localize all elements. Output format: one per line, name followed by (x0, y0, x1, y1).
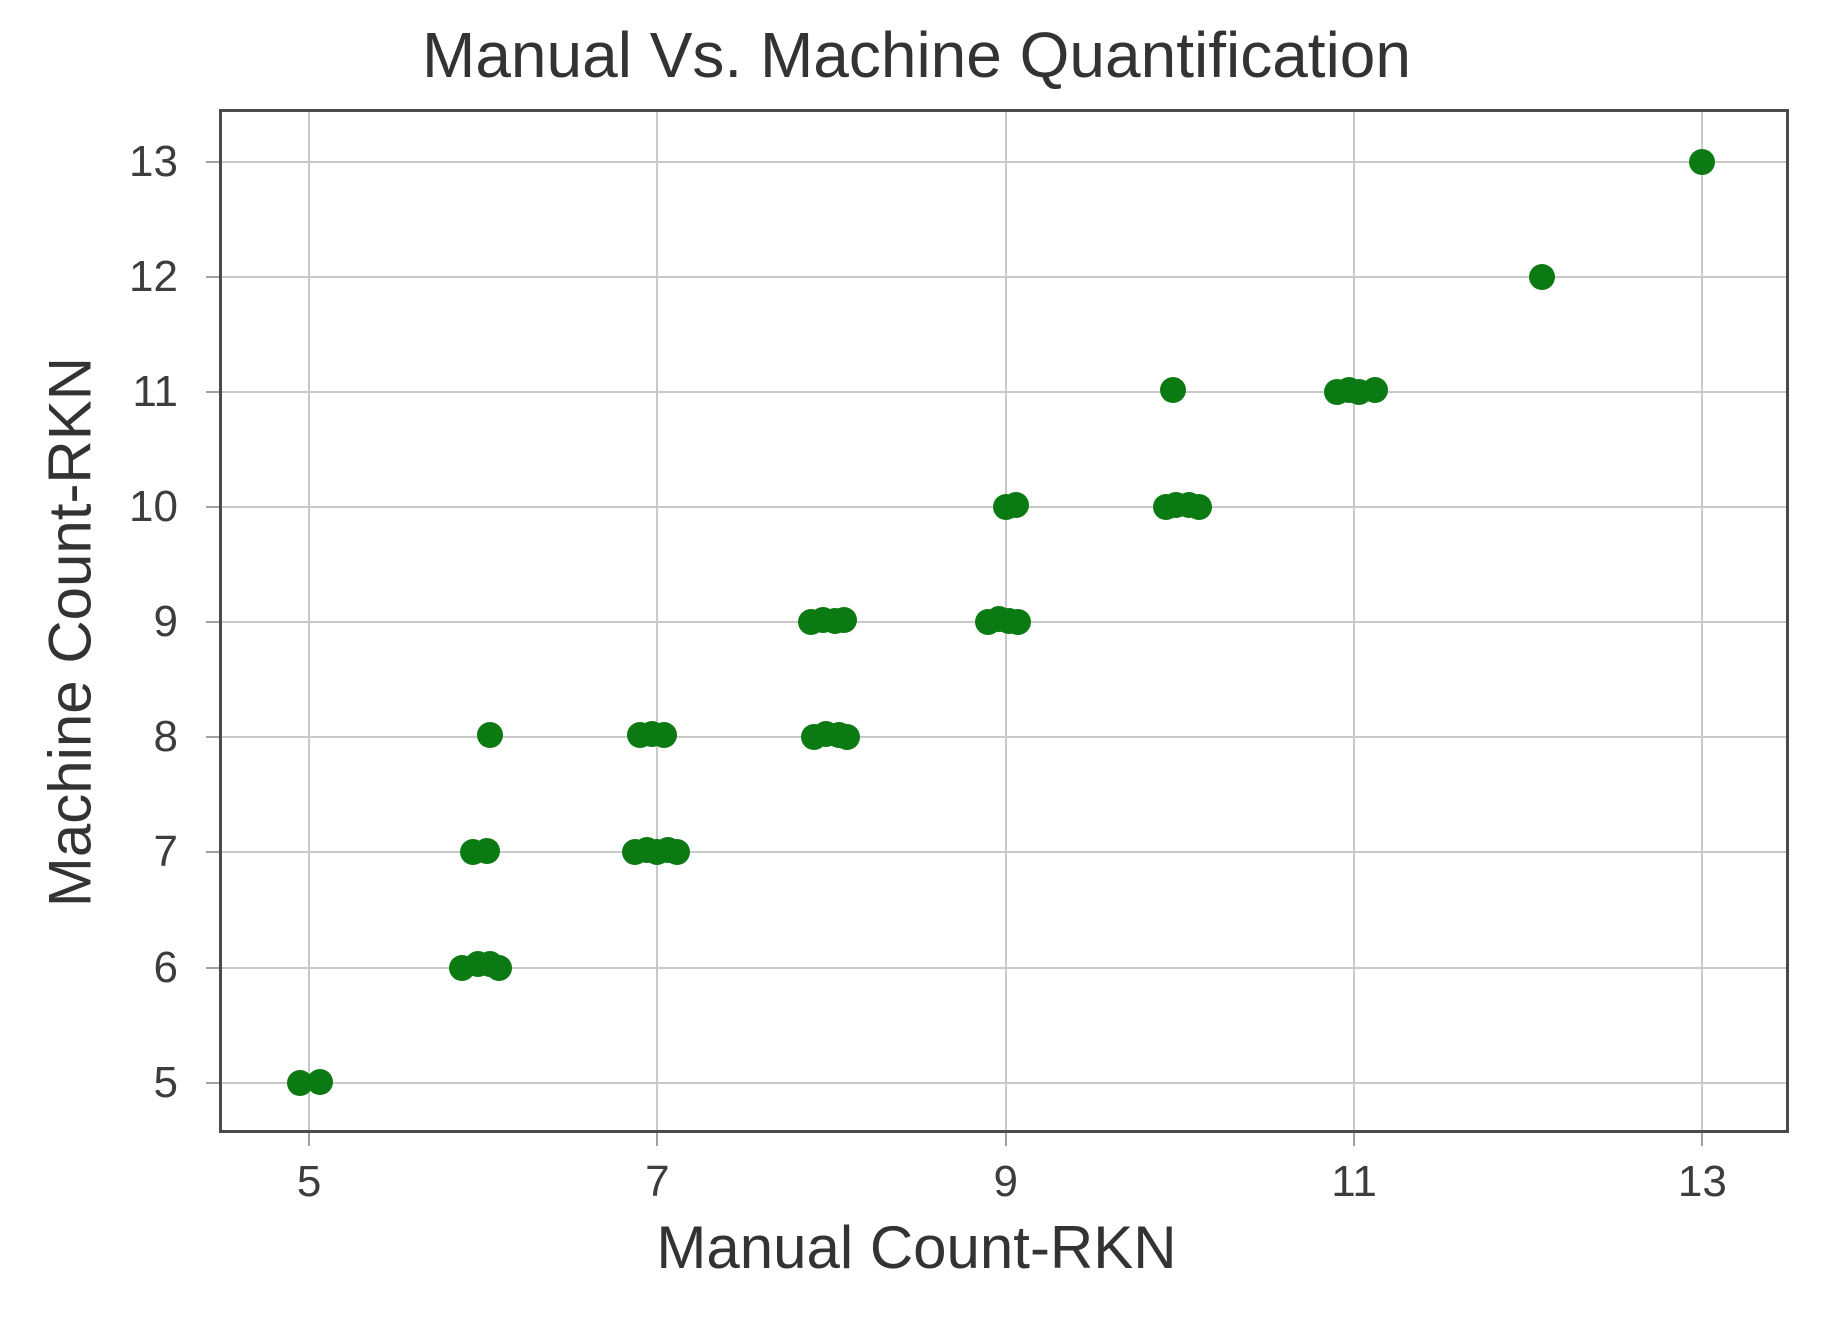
data-point (473, 838, 500, 865)
y-tick-label: 8 (153, 712, 178, 762)
x-tick-mark (1004, 1133, 1007, 1146)
y-tick-label: 13 (129, 136, 178, 186)
data-point (485, 954, 512, 981)
y-gridline (222, 275, 1786, 278)
x-tick-label: 13 (1677, 1157, 1727, 1206)
y-gridline (222, 1081, 1786, 1084)
data-point (306, 1068, 333, 1095)
x-gridline (1701, 112, 1704, 1130)
y-tick-label: 9 (153, 597, 178, 647)
x-tick-label: 9 (993, 1157, 1018, 1206)
data-point (1529, 263, 1556, 290)
y-tick-label: 7 (153, 827, 178, 877)
data-point (663, 839, 690, 866)
x-tick-mark (308, 1133, 311, 1146)
x-gridline (1353, 112, 1356, 1130)
y-tick-label: 5 (153, 1057, 178, 1107)
data-point (1004, 609, 1031, 636)
data-point (830, 606, 857, 633)
x-gridline (308, 112, 311, 1130)
x-tick-mark (656, 1133, 659, 1146)
x-tick-label: 11 (1331, 1157, 1377, 1206)
x-tick-label: 7 (645, 1157, 670, 1206)
y-tick-mark (206, 736, 219, 739)
y-tick-label: 10 (129, 481, 178, 531)
y-tick-mark (206, 966, 219, 969)
data-point (834, 724, 861, 751)
x-axis-label: Manual Count-RKN (656, 1214, 1177, 1281)
y-tick-mark (206, 621, 219, 624)
y-gridline (222, 966, 1786, 969)
x-tick-mark (1701, 1133, 1704, 1146)
plot-area: 5 7 9 11 13 5 6 7 8 9 10 11 12 13 (129, 109, 1789, 1206)
y-tick-mark (206, 505, 219, 508)
y-tick-mark (206, 390, 219, 393)
y-gridline (222, 160, 1786, 163)
chart-title: Manual Vs. Machine Quantification (422, 19, 1411, 91)
y-tick-mark (206, 1081, 219, 1084)
data-point (1361, 376, 1388, 403)
y-tick-mark (206, 275, 219, 278)
y-tick-label: 12 (129, 251, 178, 301)
y-gridline (222, 736, 1786, 739)
x-gridline (656, 112, 659, 1130)
y-tick-mark (206, 160, 219, 163)
data-point (651, 722, 678, 748)
data-point (477, 722, 504, 748)
y-tick-label: 11 (132, 366, 178, 416)
y-tick-label: 6 (153, 942, 178, 992)
data-point (1186, 493, 1213, 520)
y-axis-label: Machine Count-RKN (36, 356, 104, 908)
x-tick-label: 5 (296, 1157, 322, 1206)
y-gridline (222, 390, 1786, 393)
data-point (1159, 376, 1186, 403)
y-tick-mark (206, 851, 219, 854)
x-tick-mark (1353, 1133, 1356, 1146)
data-point (1689, 148, 1716, 175)
y-gridline (222, 851, 1786, 854)
data-point (1003, 491, 1030, 518)
